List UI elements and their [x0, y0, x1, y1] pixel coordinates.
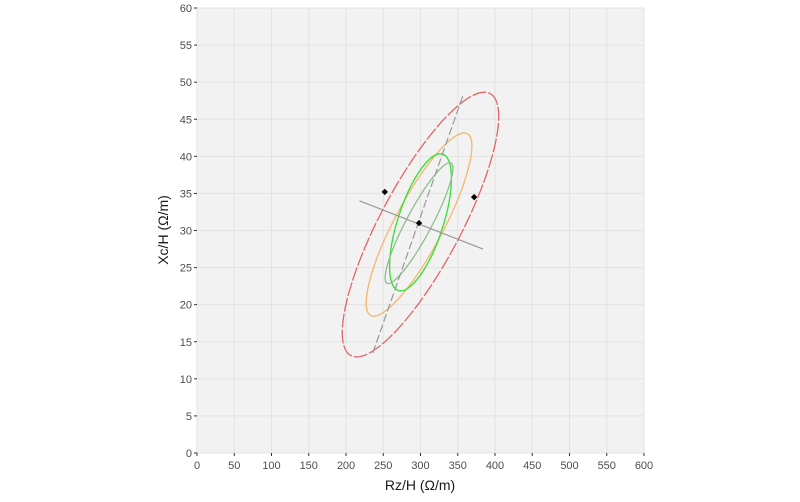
outer-red-ellipse	[341, 91, 500, 358]
y-tick-label: 20	[180, 300, 192, 312]
x-tick-label: 350	[449, 460, 467, 472]
y-tick-label: 60	[180, 3, 192, 15]
x-tick-label: 0	[194, 460, 200, 472]
x-tick-label: 300	[411, 460, 429, 472]
minor-axis-line	[359, 200, 484, 250]
y-tick-label: 10	[180, 374, 192, 386]
y-tick-label: 0	[186, 448, 192, 460]
y-axis-ticks: 0 5 10 15 20 25 30 35 40 45 50 55 60	[180, 3, 197, 460]
grid-lines	[196, 7, 645, 454]
points-group	[381, 188, 478, 227]
middle-orange-ellipse	[365, 132, 473, 317]
y-tick-label: 55	[180, 40, 192, 52]
y-tick-label: 5	[186, 411, 192, 423]
x-tick-label: 50	[228, 460, 240, 472]
y-tick-label: 50	[180, 77, 192, 89]
center-marker	[415, 219, 423, 227]
y-tick-label: 25	[180, 263, 192, 275]
x-tick-label: 150	[300, 460, 318, 472]
x-tick-label: 250	[374, 460, 392, 472]
y-tick-label: 45	[180, 114, 192, 126]
x-tick-label: 200	[337, 460, 355, 472]
x-tick-label: 450	[523, 460, 541, 472]
y-tick-label: 35	[180, 188, 192, 200]
x-tick-label: 500	[560, 460, 578, 472]
right-point-marker	[470, 193, 478, 201]
y-tick-label: 30	[180, 226, 192, 238]
x-tick-label: 400	[486, 460, 504, 472]
y-axis-title: Xc/H (Ω/m)	[155, 195, 171, 265]
left-point-marker	[381, 188, 388, 196]
y-tick-label: 40	[180, 151, 192, 163]
x-tick-label: 100	[262, 460, 280, 472]
x-axis-title: Rz/H (Ω/m)	[385, 477, 455, 493]
x-axis-ticks: 0 50 100 150 200 250 300 350 400 450 500 550 600	[194, 453, 653, 472]
x-tick-label: 600	[635, 460, 653, 472]
y-tick-label: 15	[180, 337, 192, 349]
x-tick-label: 550	[598, 460, 616, 472]
